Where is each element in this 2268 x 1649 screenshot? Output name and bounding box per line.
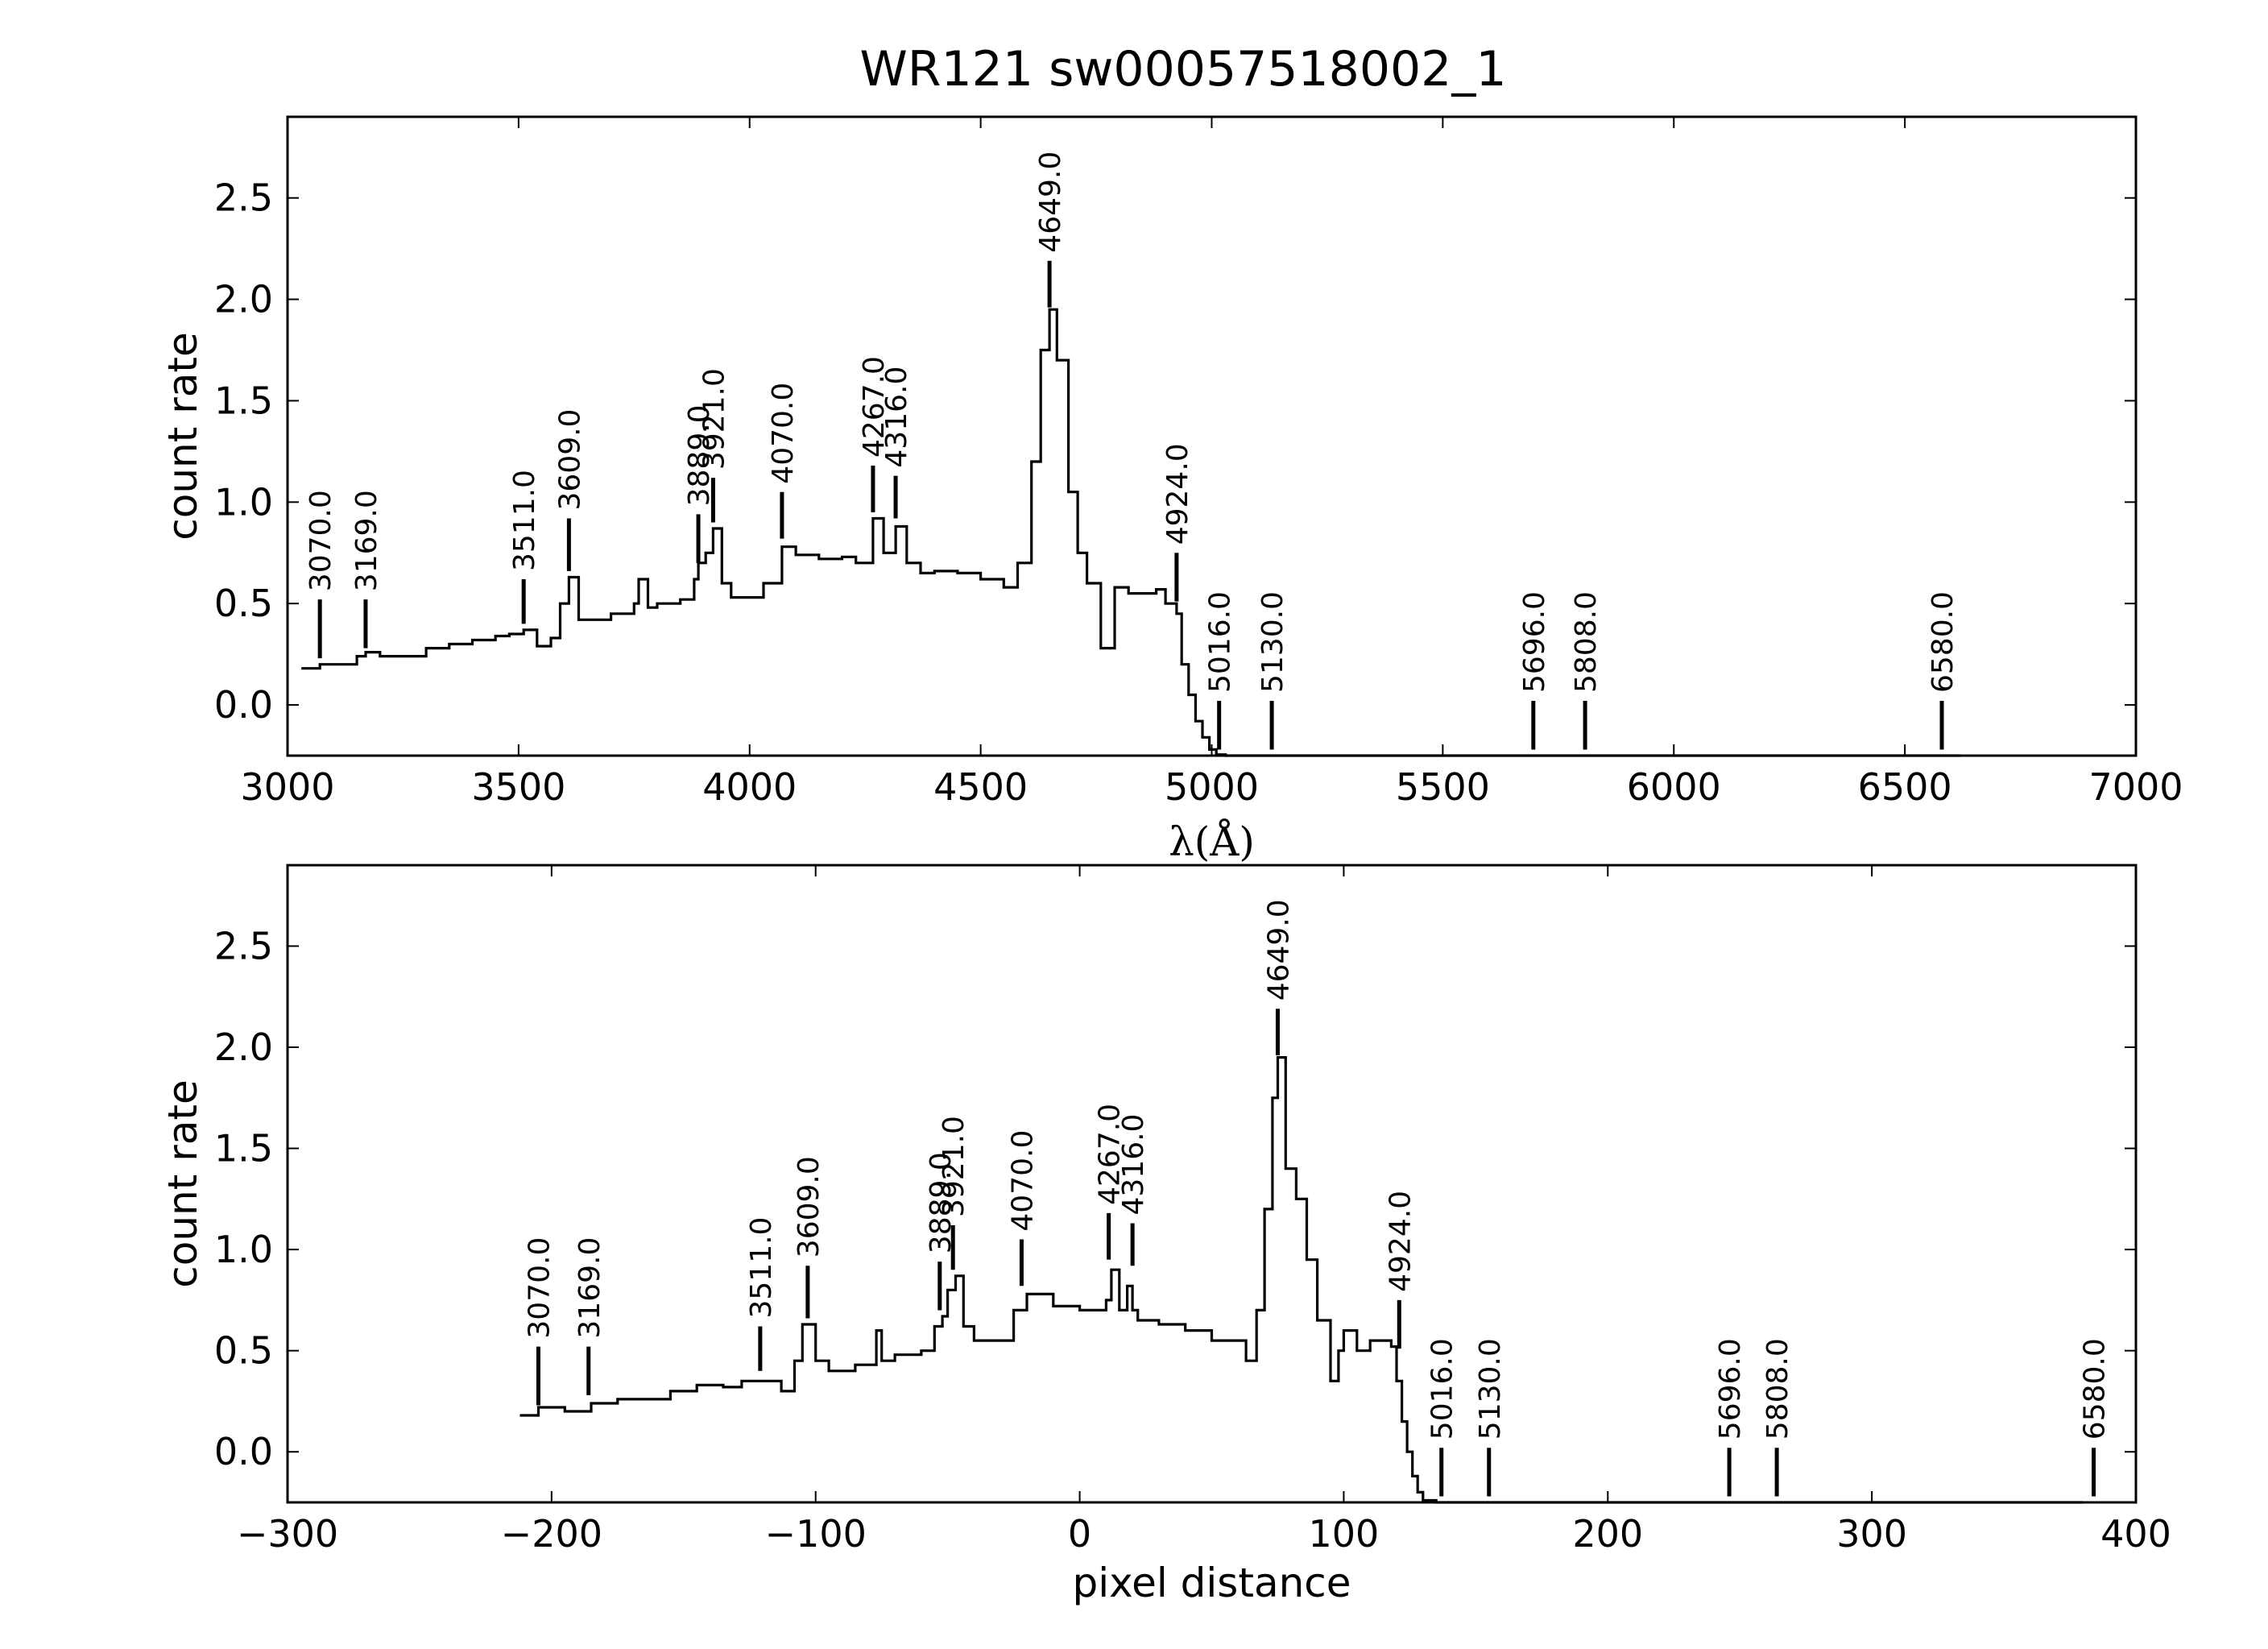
- x-tick-label: 5000: [1165, 765, 1259, 809]
- y-tick-label: 1.0: [214, 480, 273, 524]
- line-marker-label: 5016.0: [1426, 1338, 1459, 1440]
- x-tick-label: 3500: [471, 765, 565, 809]
- line-marker-label: 4924.0: [1384, 1191, 1417, 1292]
- y-axis-ticks: 0.0 0.5 1.0 1.5 2.0 2.5: [214, 924, 2136, 1473]
- y-tick-label: 2.0: [214, 278, 273, 321]
- x-tick-label: 100: [1309, 1512, 1380, 1556]
- y-tick-label: 1.5: [214, 379, 273, 422]
- line-marker-label: 4267.0: [1094, 1104, 1127, 1205]
- y-tick-label: 1.0: [214, 1228, 273, 1271]
- x-axis-label: pixel distance: [1072, 1560, 1351, 1606]
- x-tick-label: −200: [501, 1512, 602, 1556]
- series-layer: [301, 308, 1960, 757]
- line-marker-label: 4316.0: [1117, 1114, 1150, 1216]
- chart-title: WR121 sw00057518002_1: [859, 41, 1506, 97]
- x-tick-label: 3000: [240, 765, 334, 809]
- x-tick-label: 7000: [2088, 765, 2183, 809]
- line-marker-label: 3889.0: [683, 404, 716, 506]
- line-marker-label: 4316.0: [880, 367, 913, 468]
- x-tick-label: −300: [237, 1512, 338, 1556]
- line-marker-label: 4070.0: [767, 383, 800, 484]
- line-marker-label: 3169.0: [350, 490, 383, 591]
- y-tick-label: 2.5: [214, 924, 273, 967]
- line-marker-label: 3511.0: [508, 470, 541, 571]
- x-tick-label: 200: [1572, 1512, 1643, 1556]
- y-tick-label: 0.0: [214, 1430, 273, 1473]
- y-tick-label: 1.5: [214, 1127, 273, 1170]
- y-tick-label: 2.0: [214, 1025, 273, 1069]
- line-marker-label: 3921.0: [937, 1116, 971, 1217]
- x-axis-ticks: −300 −200 −100 0 100 200 300 400: [237, 865, 2171, 1556]
- y-axis-label: count rate: [159, 1079, 206, 1288]
- spectrum-series-line: [301, 308, 1960, 757]
- line-marker-label: 3070.0: [524, 1237, 557, 1339]
- line-marker-label: 5016.0: [1204, 591, 1237, 693]
- line-marker-label: 3609.0: [793, 1156, 826, 1257]
- line-marker-label: 3511.0: [745, 1217, 778, 1319]
- x-tick-label: −100: [765, 1512, 867, 1556]
- line-marker-label: 4070.0: [1006, 1130, 1039, 1232]
- line-marker-label: 5808.0: [1570, 591, 1603, 693]
- x-tick-label: 4500: [933, 765, 1028, 809]
- line-marker-label: 4649.0: [1263, 899, 1296, 1001]
- line-marker-label: 3070.0: [304, 490, 337, 591]
- y-axis-ticks: 0.0 0.5 1.0 1.5 2.0 2.5: [214, 176, 2136, 727]
- y-tick-label: 0.5: [214, 582, 273, 625]
- y-axis-label: count rate: [159, 332, 206, 541]
- line-marker-label: 5696.0: [1518, 591, 1551, 693]
- line-marker-label: 4267.0: [858, 356, 891, 458]
- line-marker-label: 5130.0: [1474, 1338, 1507, 1440]
- line-marker-label: 3169.0: [573, 1237, 606, 1339]
- x-tick-label: 6000: [1627, 765, 1721, 809]
- y-tick-label: 0.5: [214, 1329, 273, 1373]
- series-layer: [519, 1056, 2084, 1504]
- x-tick-label: 6500: [1858, 765, 1952, 809]
- x-axis-label: λ(Å): [1169, 818, 1255, 865]
- plot-frame: [286, 864, 2138, 1504]
- line-marker-label: 5696.0: [1714, 1338, 1747, 1440]
- line-marker-label: 4924.0: [1161, 443, 1194, 545]
- x-tick-label: 5500: [1396, 765, 1490, 809]
- x-tick-label: 400: [2100, 1512, 2171, 1556]
- line-marker-label: 5808.0: [1761, 1338, 1794, 1440]
- line-marker-label: 3609.0: [553, 409, 586, 511]
- line-marker-label: 5130.0: [1256, 591, 1289, 693]
- line-marker-label: 4649.0: [1034, 151, 1067, 253]
- line-marker-label: 6580.0: [1927, 591, 1960, 693]
- line-marker-label: 6580.0: [2079, 1338, 2112, 1440]
- line-marker-label: 3921.0: [697, 368, 730, 470]
- x-tick-label: 0: [1068, 1512, 1091, 1556]
- x-axis-ticks: 3000 3500 4000 4500 5000 5500 6000 6500 7000: [240, 117, 2183, 809]
- x-tick-label: 300: [1836, 1512, 1907, 1556]
- spectrum-series-line: [519, 1056, 2084, 1504]
- y-tick-label: 2.5: [214, 176, 273, 220]
- x-tick-label: 4000: [702, 765, 797, 809]
- y-tick-label: 0.0: [214, 683, 273, 727]
